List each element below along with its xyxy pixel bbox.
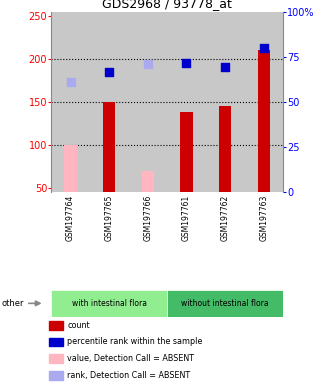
Text: GSM197761: GSM197761: [182, 195, 191, 241]
Bar: [219, 106, 231, 192]
Text: rank, Detection Call = ABSENT: rank, Detection Call = ABSENT: [67, 371, 190, 380]
Bar: [51, 290, 167, 317]
Text: without intestinal flora: without intestinal flora: [181, 299, 269, 308]
Bar: [167, 290, 283, 317]
Text: GSM197766: GSM197766: [143, 195, 152, 241]
Bar: [142, 170, 154, 192]
Point: [222, 63, 228, 70]
Bar: [103, 102, 116, 192]
Text: GSM197764: GSM197764: [66, 195, 75, 241]
Bar: [51, 12, 90, 192]
Text: GSM197765: GSM197765: [105, 195, 114, 241]
Text: other: other: [2, 299, 24, 308]
Bar: [49, 371, 63, 380]
Bar: [49, 321, 63, 329]
Text: GSM197763: GSM197763: [259, 195, 268, 241]
Point: [145, 61, 151, 67]
Text: value, Detection Call = ABSENT: value, Detection Call = ABSENT: [67, 354, 194, 363]
Bar: [180, 112, 193, 192]
Point: [184, 60, 189, 66]
Bar: [167, 12, 206, 192]
Bar: [206, 12, 244, 192]
Point: [261, 45, 266, 51]
Text: GSM197762: GSM197762: [220, 195, 230, 241]
Bar: [244, 12, 283, 192]
Title: GDS2968 / 93778_at: GDS2968 / 93778_at: [102, 0, 232, 10]
Bar: [128, 12, 167, 192]
Point: [68, 79, 73, 85]
Bar: [65, 145, 77, 192]
Text: percentile rank within the sample: percentile rank within the sample: [67, 338, 203, 346]
Text: count: count: [67, 321, 90, 330]
Bar: [258, 50, 270, 192]
Bar: [49, 354, 63, 363]
Bar: [49, 338, 63, 346]
Point: [107, 69, 112, 75]
Bar: [90, 12, 128, 192]
Text: with intestinal flora: with intestinal flora: [72, 299, 147, 308]
